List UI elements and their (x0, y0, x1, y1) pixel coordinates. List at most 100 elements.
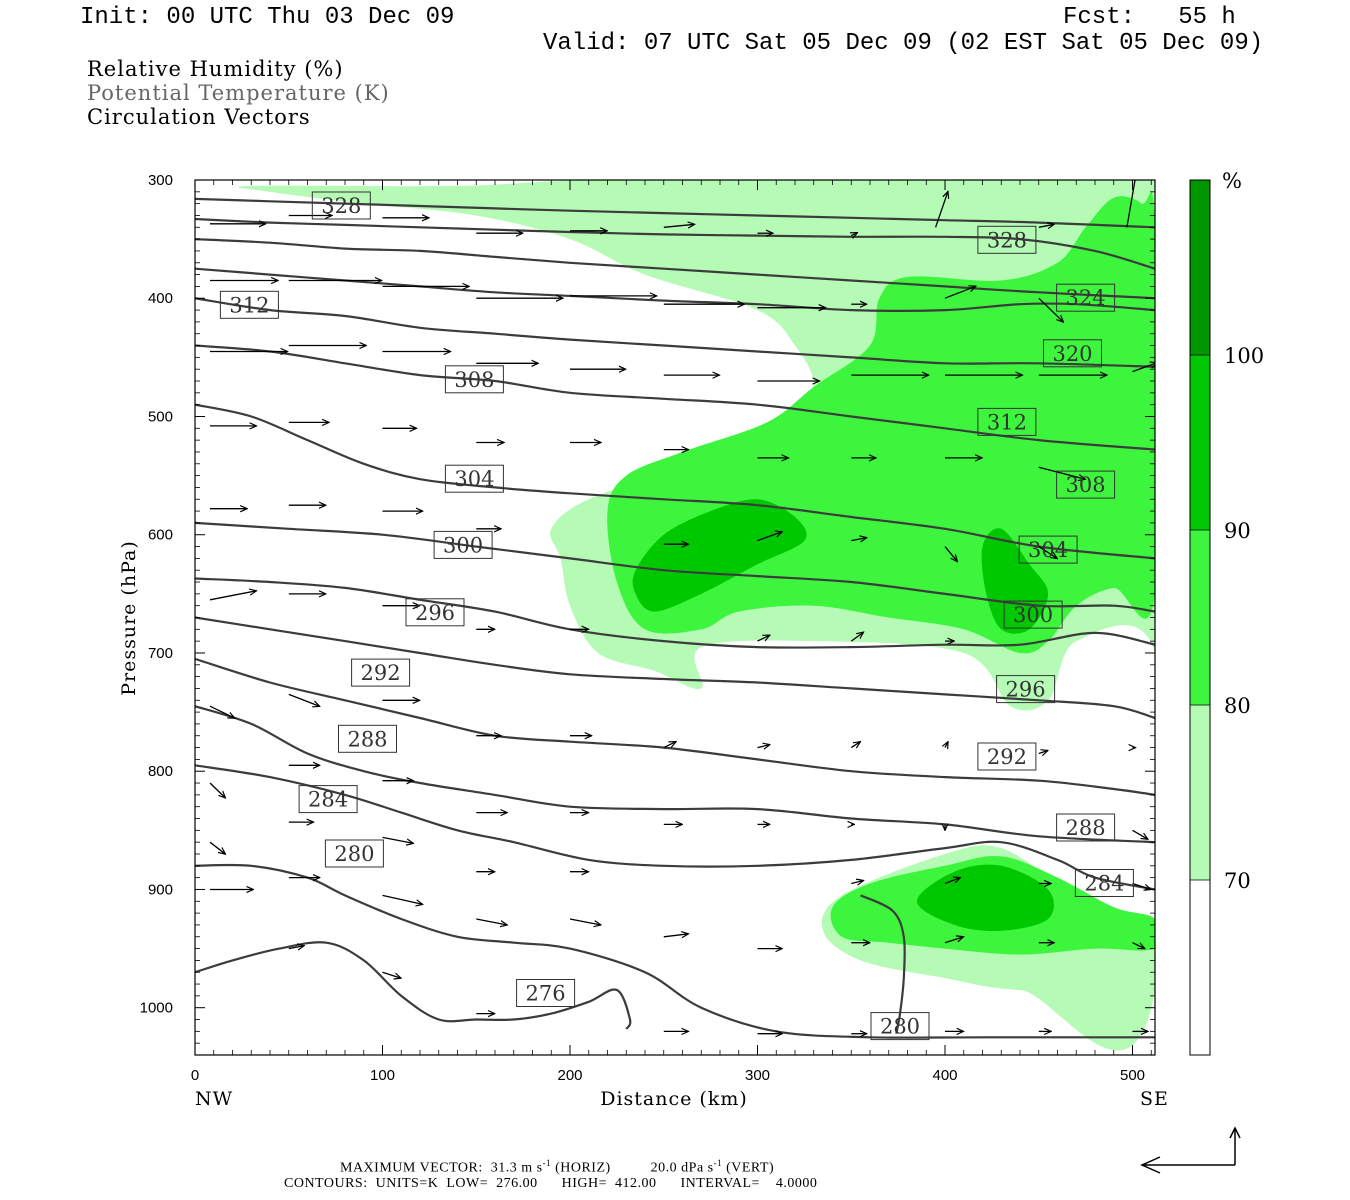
svg-text:324: 324 (1066, 286, 1106, 310)
contour-labels: 328 312 308 304 300 296 292 288 284 280 276 328 324 3… (219, 191, 1134, 1041)
theta-contour-296 (195, 616, 1155, 720)
svg-text:284: 284 (308, 788, 348, 812)
circulation-vector (1126, 180, 1136, 228)
colorbar-segment (1190, 180, 1210, 355)
theta-contour-312 (195, 344, 1155, 451)
theta-contours (195, 197, 1155, 1039)
forecast-hour: Fcst: 55 h (1063, 4, 1236, 31)
svg-text:300: 300 (443, 533, 483, 557)
contour-label-312: 312 (977, 407, 1037, 436)
circulation-vector (663, 224, 695, 227)
circulation-vector (288, 693, 320, 706)
circulation-vector (850, 742, 860, 748)
y-tick-label: 600 (148, 527, 173, 544)
x-tick-label: 200 (557, 1067, 582, 1084)
y-tick-label: 700 (148, 645, 173, 662)
x-end-left: NW (195, 1088, 233, 1110)
theta-contour-304 (195, 521, 1155, 613)
svg-text:288: 288 (1066, 816, 1106, 840)
svg-text:308: 308 (1066, 473, 1106, 497)
svg-text:300: 300 (1013, 603, 1053, 627)
contour-label-280: 280 (324, 839, 384, 868)
theta-contour-332 (195, 217, 1155, 270)
circulation-vector (944, 286, 976, 299)
svg-text:292: 292 (987, 745, 1027, 769)
svg-text:296: 296 (1006, 678, 1046, 702)
colorbar-segment (1190, 705, 1210, 880)
theta-contour-336 (195, 197, 1155, 229)
rh-region-90-4 (981, 528, 1049, 634)
svg-text:296: 296 (415, 601, 455, 625)
svg-text:276: 276 (526, 982, 566, 1006)
circulation-vector (1132, 363, 1155, 373)
circulation-vector (1132, 942, 1145, 949)
circulation-vector (757, 745, 770, 748)
y-tick-label: 800 (148, 763, 173, 780)
contour-label-328: 328 (977, 225, 1037, 254)
circulation-vector (663, 934, 689, 937)
contour-label-300: 300 (433, 530, 493, 559)
x-tick-label: 400 (932, 1067, 957, 1084)
contour-label-292: 292 (351, 658, 411, 687)
svg-text:292: 292 (361, 661, 401, 685)
svg-text:288: 288 (347, 727, 387, 751)
y-tick-label: 500 (148, 408, 173, 425)
circulation-vector (851, 233, 857, 236)
circulation-vectors (209, 180, 1155, 1033)
svg-text:328: 328 (321, 194, 361, 218)
circulation-vector (944, 546, 957, 562)
circulation-vector (1038, 751, 1048, 754)
circulation-vector (476, 918, 507, 925)
contour-label-308: 308 (444, 365, 504, 394)
x-axis-title: Distance (km) (600, 1088, 748, 1110)
circulation-vector (209, 841, 226, 854)
svg-text:280: 280 (334, 842, 374, 866)
contour-label-324: 324 (1056, 283, 1116, 312)
contour-label-304: 304 (444, 464, 504, 493)
field-vectors: Circulation Vectors (87, 105, 311, 129)
circulation-vector (382, 894, 423, 904)
rh-region-90-3 (632, 499, 807, 612)
theta-contour-284 (195, 764, 1155, 891)
svg-text:312: 312 (987, 410, 1027, 434)
contour-label-284: 284 (1074, 869, 1134, 897)
y-tick-label: 400 (148, 290, 173, 307)
contour-label-296: 296 (996, 675, 1056, 704)
colorbar-label-90: 90 (1224, 519, 1251, 543)
circulation-vector (934, 191, 948, 228)
circulation-vector (944, 878, 961, 885)
x-tick-label: 0 (191, 1067, 199, 1084)
colorbar-label-70: 70 (1224, 869, 1251, 893)
circulation-vector (209, 705, 235, 718)
svg-text:308: 308 (454, 368, 494, 392)
contour-info: CONTOURS: UNITS=K LOW= 276.00 HIGH= 412.… (284, 1176, 818, 1191)
circulation-vector (757, 532, 783, 542)
contour-label-288: 288 (1056, 813, 1116, 842)
circulation-vector (1038, 224, 1055, 227)
circulation-vector (1038, 466, 1086, 479)
svg-text:320: 320 (1052, 342, 1092, 366)
theta-contour-300 (195, 577, 1155, 649)
svg-text:328: 328 (987, 228, 1027, 252)
circulation-vector (288, 946, 305, 949)
contour-label-276: 276 (516, 979, 576, 1007)
colorbar-segment (1190, 355, 1210, 530)
circulation-vector (569, 918, 601, 925)
init-time: Init: 00 UTC Thu 03 Dec 09 (80, 4, 455, 31)
theta-contour-308 (195, 403, 1155, 560)
theta-contour-288 (195, 705, 1155, 844)
circulation-vector (382, 836, 414, 843)
colorbar: 100 90 80 70 (1189, 179, 1264, 1056)
y-tick-label: 900 (148, 881, 173, 898)
valid-time: Valid: 07 UTC Sat 05 Dec 09 (02 EST Sat … (543, 30, 1264, 57)
reference-vector (1140, 1126, 1241, 1174)
colorbar-segment (1190, 530, 1210, 705)
contour-label-296: 296 (405, 598, 465, 627)
contour-label-312: 312 (219, 290, 279, 319)
contour-label-292: 292 (977, 742, 1037, 771)
contour-label-280: 280 (870, 1012, 930, 1041)
y-axis-title: Pressure (hPa) (118, 540, 140, 696)
contour-label-328: 328 (311, 191, 371, 220)
circulation-vector (382, 971, 402, 978)
